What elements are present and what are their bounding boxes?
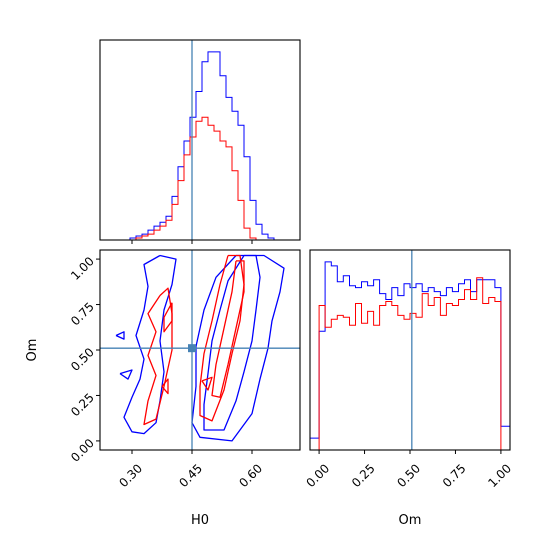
joint-xtick-label-0: 0.30 <box>116 461 145 490</box>
joint-contours <box>115 254 285 442</box>
h0-marginal-frame <box>99 39 301 241</box>
truth-marker <box>188 344 196 353</box>
joint-ytick-label-2: 0.50 <box>68 345 97 374</box>
joint-xticks: 0.30 0.45 0.60 <box>116 450 265 490</box>
contour-9 <box>201 376 213 391</box>
contour-0 <box>123 254 177 435</box>
joint-ytick-label-0: 0.00 <box>68 436 97 465</box>
om-xlabel: Om <box>399 513 422 528</box>
contour-1 <box>191 254 285 442</box>
joint-xtick-label-1: 0.45 <box>176 461 205 490</box>
joint-xlabel: H0 <box>191 513 209 528</box>
h0-hist-series-1 <box>100 116 298 241</box>
contour-2 <box>203 254 261 431</box>
om-xtick-label-3: 0.75 <box>440 461 469 490</box>
contour-3 <box>115 331 125 340</box>
joint-yticks: 0.00 0.25 0.50 0.75 1.00 <box>68 254 100 465</box>
joint-ytick-label-3: 0.75 <box>68 300 97 329</box>
om-xtick-label-4: 1.00 <box>485 461 514 490</box>
contour-5 <box>143 287 173 426</box>
om-marginal-panel: 0.00 0.25 0.50 0.75 1.00 Om <box>303 249 514 528</box>
joint-xtick-label-2: 0.60 <box>236 461 265 490</box>
om-hist-series-1 <box>310 277 510 451</box>
joint-ytick-label-4: 1.00 <box>68 254 97 283</box>
om-xtick-label-2: 0.50 <box>394 461 423 490</box>
h0-marginal-xticks <box>131 240 253 244</box>
joint-frame <box>99 249 301 451</box>
h0-hist-series-0 <box>100 51 298 241</box>
contour-4 <box>119 369 133 380</box>
om-marginal-frame <box>309 249 511 451</box>
h0-om-joint-panel: 0.30 0.45 0.60 0.00 0.25 0.50 0.75 1.00 H0 Om <box>25 249 301 528</box>
joint-ylabel: Om <box>25 339 40 362</box>
om-xtick-label-1: 0.25 <box>349 461 378 490</box>
contour-7 <box>211 260 245 398</box>
h0-histogram-steps <box>100 51 298 241</box>
om-histogram-steps <box>309 261 511 451</box>
om-xtick-label-0: 0.00 <box>303 461 332 490</box>
h0-marginal-panel <box>99 39 301 244</box>
contour-10 <box>161 378 169 395</box>
om-marginal-xticks: 0.00 0.25 0.50 0.75 1.00 <box>303 450 514 490</box>
joint-ytick-label-1: 0.25 <box>68 391 97 420</box>
om-hist-series-0 <box>309 261 511 450</box>
contour-8 <box>163 302 173 333</box>
